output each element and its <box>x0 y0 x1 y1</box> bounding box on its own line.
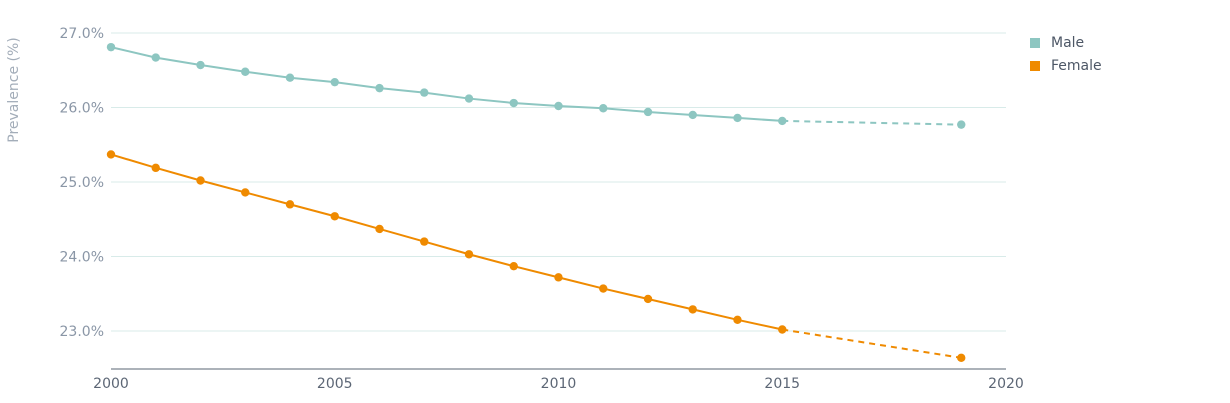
y-tick-label: 23.0% <box>60 324 104 340</box>
series-male-point <box>241 67 250 76</box>
series-female-point <box>464 250 474 259</box>
series-female-point <box>643 294 653 304</box>
series-female-point <box>509 261 518 271</box>
series-female-line <box>110 153 783 331</box>
legend: Male Female <box>1030 31 1102 77</box>
series-male-line <box>110 46 783 122</box>
series-female-point <box>151 163 160 173</box>
y-tick-label: 24.0% <box>60 250 104 266</box>
series-female-point <box>375 224 384 234</box>
series-male-point <box>778 116 787 126</box>
y-tick-label: 26.0% <box>60 101 104 117</box>
series-female <box>106 150 966 363</box>
series-female-point <box>241 188 250 197</box>
legend-label-female: Female <box>1051 57 1102 74</box>
x-axis: 2000 2005 2010 2015 2020 <box>93 368 1024 392</box>
y-tick-label: 25.0% <box>60 175 104 191</box>
x-tick-label: 2015 <box>764 376 800 392</box>
series-female-point <box>599 284 608 293</box>
series-male <box>106 42 966 129</box>
series-male-point <box>688 110 697 120</box>
series-male-point <box>375 83 384 93</box>
series-female-point <box>330 212 339 221</box>
series-female-projection-line <box>782 328 962 359</box>
x-tick-label: 2020 <box>988 376 1024 392</box>
series-male-point <box>106 42 116 52</box>
series-male-point <box>330 77 339 87</box>
y-axis-ticks: 27.0% 26.0% 25.0% 24.0% 23.0% <box>60 26 104 340</box>
series-female-point <box>420 237 429 246</box>
series-female-point <box>733 315 742 325</box>
legend-swatch-female <box>1030 60 1040 71</box>
series-male-point <box>599 104 608 113</box>
series-male-point <box>464 94 474 103</box>
series-female-point <box>688 305 697 314</box>
series-male-point <box>554 101 563 111</box>
series-male-point <box>643 107 653 117</box>
series-female-point <box>554 273 563 282</box>
legend-swatch-male <box>1030 37 1040 48</box>
series-male-projected-point <box>957 120 966 129</box>
legend-label-male: Male <box>1051 34 1085 51</box>
y-axis-label: Prevalence (%) <box>6 37 22 143</box>
series-female-projected-point <box>957 353 966 363</box>
series-layer <box>106 42 966 363</box>
legend-item-male[interactable]: Male <box>1030 31 1102 54</box>
x-tick-label: 2000 <box>93 376 129 392</box>
series-male-projection-line <box>782 119 962 126</box>
series-male-point <box>733 113 742 123</box>
series-male-point <box>509 98 518 108</box>
series-female-point <box>106 150 116 159</box>
series-male-point <box>420 88 429 97</box>
series-female-point <box>196 176 205 185</box>
series-male-point <box>196 60 205 70</box>
legend-item-female[interactable]: Female <box>1030 54 1102 77</box>
series-female-point <box>285 200 295 209</box>
gridlines <box>111 32 1006 332</box>
x-tick-label: 2010 <box>541 376 577 392</box>
y-tick-label: 27.0% <box>60 26 104 42</box>
series-female-point <box>778 325 787 334</box>
x-tick-label: 2005 <box>317 376 353 392</box>
series-male-point <box>285 73 295 82</box>
series-male-point <box>151 53 160 62</box>
